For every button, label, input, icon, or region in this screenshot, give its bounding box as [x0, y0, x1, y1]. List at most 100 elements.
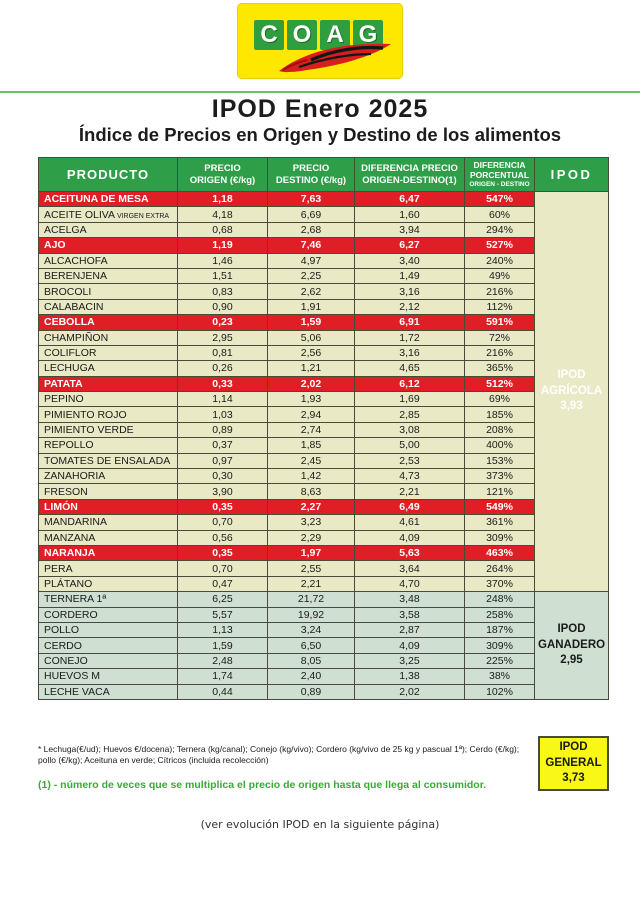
difference-cell: 2,85	[354, 406, 465, 423]
table-row: REPOLLO 0,37 1,85 5,00 400%	[38, 437, 609, 454]
product-cell: ALCACHOFA	[38, 252, 178, 269]
coag-logo-letters: C O A G	[254, 20, 383, 50]
percentage-cell: 216%	[464, 344, 535, 362]
price-destination-cell: 8,63	[267, 483, 355, 500]
product-cell: BROCOLI	[38, 283, 178, 300]
price-destination-cell: 21,72	[267, 591, 355, 608]
price-origin-cell: 0,37	[177, 437, 268, 454]
table-row: CHAMPIÑON 2,95 5,06 1,72 72%	[38, 329, 609, 346]
product-cell: ZANAHORIA	[38, 468, 178, 485]
difference-cell: 6,47	[354, 190, 465, 208]
logo-letter: O	[292, 21, 312, 48]
price-destination-cell: 7,63	[267, 190, 355, 208]
percentage-cell: 361%	[464, 514, 535, 531]
product-cell: LIMÓN	[38, 498, 178, 516]
price-destination-cell: 1,97	[267, 544, 355, 562]
product-cell: PIMIENTO VERDE	[38, 421, 178, 439]
percentage-cell: 248%	[464, 591, 535, 608]
difference-cell: 3,48	[354, 591, 465, 608]
price-origin-cell: 0,30	[177, 468, 268, 485]
price-destination-cell: 2,68	[267, 221, 355, 239]
percentage-cell: 185%	[464, 406, 535, 423]
percentage-cell: 208%	[464, 421, 535, 439]
product-cell: PERA	[38, 560, 178, 577]
price-destination-cell: 2,27	[267, 498, 355, 516]
table-row: LIMÓN 0,35 2,27 6,49 549%	[38, 498, 609, 516]
table-row: MANDARINA 0,70 3,23 4,61 361%	[38, 514, 609, 531]
price-destination-cell: 3,24	[267, 621, 355, 639]
table-row: NARANJA 0,35 1,97 5,63 463%	[38, 544, 609, 562]
product-cell: COLIFLOR	[38, 344, 178, 362]
percentage-cell: 264%	[464, 560, 535, 577]
difference-cell: 6,49	[354, 498, 465, 516]
price-origin-cell: 0,35	[177, 544, 268, 562]
ipod-general-box: IPOD GENERAL 3,73	[538, 736, 609, 791]
price-origin-cell: 1,19	[177, 237, 268, 254]
table-row: MANZANA 0,56 2,29 4,09 309%	[38, 529, 609, 546]
price-table-body: ACEITUNA DE MESA 1,18 7,63 6,47 547% IPOD AGRÍ…	[38, 190, 609, 700]
product-cell: MANZANA	[38, 529, 178, 546]
product-cell: PIMIENTO ROJO	[38, 406, 178, 423]
price-destination-cell: 2,02	[267, 375, 355, 393]
column-header-diferencia-precio: DIFERENCIA PRECIO ORIGEN-DESTINO(1)	[354, 157, 465, 192]
price-origin-cell: 0,35	[177, 498, 268, 516]
price-destination-cell: 19,92	[267, 606, 355, 623]
next-page-note: (ver evolución IPOD en la siguiente pági…	[200, 818, 440, 831]
difference-cell: 1,69	[354, 391, 465, 408]
product-cell: ACELGA	[38, 221, 178, 239]
column-header-precio-destino: PRECIO DESTINO (€/kg)	[267, 157, 355, 192]
logo-letter: C	[260, 21, 278, 48]
column-header-ipod: IPOD	[534, 157, 609, 192]
page-title: IPOD Enero 2025	[211, 95, 429, 123]
price-origin-cell: 4,18	[177, 206, 268, 223]
percentage-cell: 216%	[464, 283, 535, 300]
price-origin-cell: 1,14	[177, 391, 268, 408]
price-destination-cell: 2,74	[267, 421, 355, 439]
price-origin-cell: 1,03	[177, 406, 268, 423]
price-destination-cell: 0,89	[267, 683, 355, 700]
header-divider	[0, 91, 640, 93]
difference-cell: 3,58	[354, 606, 465, 623]
price-destination-cell: 4,97	[267, 252, 355, 269]
price-origin-cell: 0,44	[177, 683, 268, 700]
product-note: VIRGEN EXTRA	[115, 212, 170, 220]
percentage-cell: 365%	[464, 360, 535, 377]
table-row: PLÁTANO 0,47 2,21 4,70 370%	[38, 575, 609, 593]
difference-cell: 1,60	[354, 206, 465, 223]
percentage-cell: 240%	[464, 252, 535, 269]
price-origin-cell: 5,57	[177, 606, 268, 623]
table-row: LECHE VACA 0,44 0,89 2,02 102%	[38, 683, 609, 700]
price-origin-cell: 0,89	[177, 421, 268, 439]
product-cell: POLLO	[38, 621, 178, 639]
price-origin-cell: 3,90	[177, 483, 268, 500]
table-row: PERA 0,70 2,55 3,64 264%	[38, 560, 609, 577]
percentage-cell: 49%	[464, 267, 535, 285]
percentage-cell: 187%	[464, 621, 535, 639]
table-row: TERNERA 1ª 6,25 21,72 3,48 248% IPOD GANADERO 2…	[38, 591, 609, 700]
percentage-cell: 225%	[464, 652, 535, 670]
column-header-precio-origen: PRECIO ORIGEN (€/kg)	[177, 157, 268, 192]
percentage-cell: 69%	[464, 391, 535, 408]
table-row: BERENJENA 1,51 2,25 1,49 49%	[38, 267, 609, 285]
product-cell: CONEJO	[38, 652, 178, 670]
table-row: COLIFLOR 0,81 2,56 3,16 216%	[38, 344, 609, 362]
price-destination-cell: 1,85	[267, 437, 355, 454]
product-cell: ACEITE OLIVA VIRGEN EXTRA	[38, 206, 178, 223]
difference-cell: 4,09	[354, 637, 465, 654]
price-origin-cell: 1,18	[177, 190, 268, 208]
price-destination-cell: 8,05	[267, 652, 355, 670]
price-destination-cell: 5,06	[267, 329, 355, 346]
percentage-cell: 373%	[464, 468, 535, 485]
table-row: ACEITUNA DE MESA 1,18 7,63 6,47 547% IPOD AGRÍ…	[38, 190, 609, 593]
price-destination-cell: 1,93	[267, 391, 355, 408]
price-origin-cell: 1,59	[177, 637, 268, 654]
price-destination-cell: 2,21	[267, 575, 355, 593]
product-cell: AJO	[38, 237, 178, 254]
difference-cell: 4,73	[354, 468, 465, 485]
price-destination-cell: 2,94	[267, 406, 355, 423]
percentage-cell: 112%	[464, 298, 535, 316]
difference-cell: 2,02	[354, 683, 465, 700]
product-cell: CEBOLLA	[38, 314, 178, 331]
table-row: CONEJO 2,48 8,05 3,25 225%	[38, 652, 609, 670]
column-header-diferencia-porcentual: DIFERENCIA PORCENTUAL ORIGEN - DESTINO	[464, 157, 535, 192]
